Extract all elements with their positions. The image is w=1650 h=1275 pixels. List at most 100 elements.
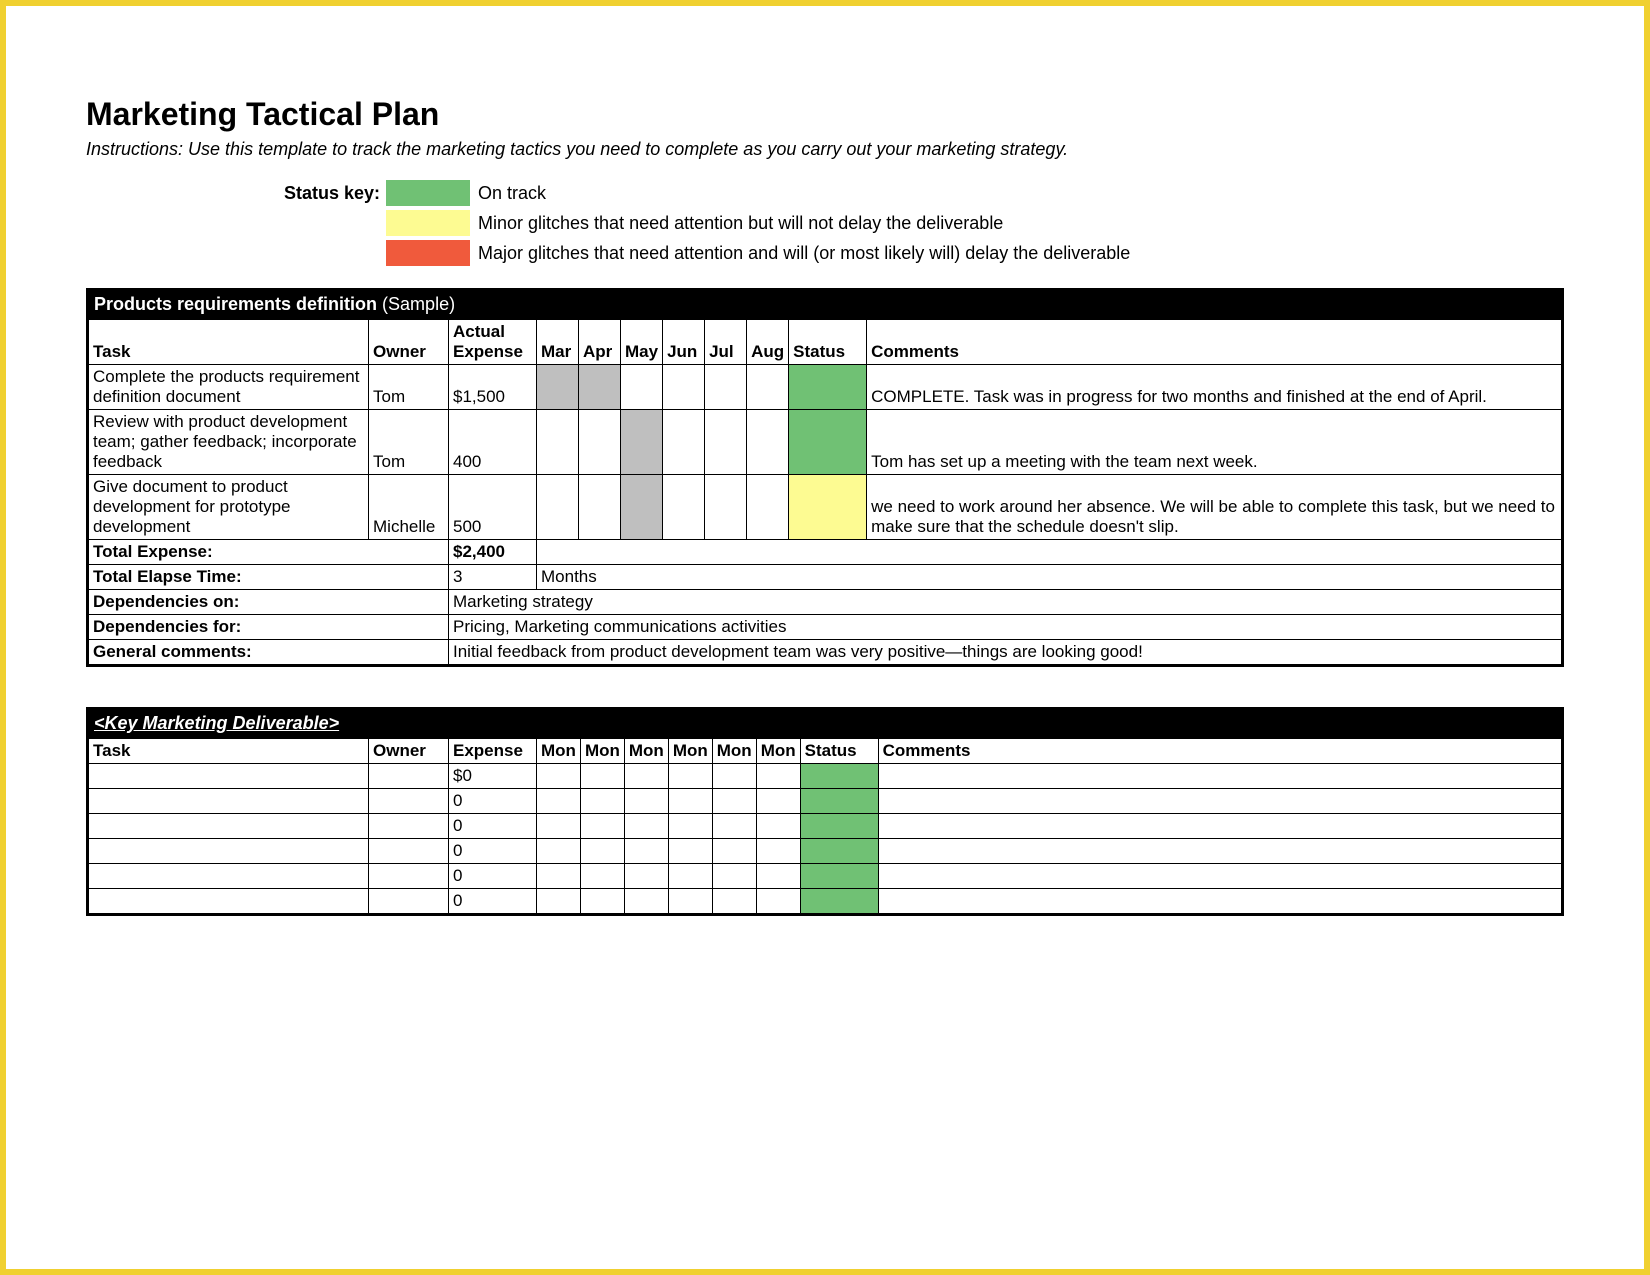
cell-owner: [369, 789, 449, 814]
cell-month: [668, 814, 712, 839]
table-row: Review with product development team; ga…: [89, 410, 1562, 475]
cell-task: [89, 789, 369, 814]
cell-month: [537, 789, 581, 814]
cell-expense: 400: [449, 410, 537, 475]
col-month: Mon: [580, 739, 624, 764]
col-month: Mon: [668, 739, 712, 764]
cell-month: [579, 365, 621, 410]
cell-task: [89, 864, 369, 889]
status-desc: Major glitches that need attention and w…: [470, 243, 1130, 264]
cell-month: [747, 410, 789, 475]
cell-task: [89, 889, 369, 914]
section-header-title: Products requirements definition: [94, 294, 377, 314]
document-frame: Marketing Tactical Plan Instructions: Us…: [0, 0, 1650, 1275]
cell-month: [621, 410, 663, 475]
cell-month: [712, 889, 756, 914]
col-month: Mon: [712, 739, 756, 764]
general-comments-value: Initial feedback from product developmen…: [449, 640, 1562, 665]
status-swatch-green: [386, 180, 470, 206]
general-comments-label: General comments:: [89, 640, 449, 665]
cell-task: [89, 764, 369, 789]
table-row: Complete the products requirement defini…: [89, 365, 1562, 410]
cell-month: [537, 839, 581, 864]
cell-month: [747, 365, 789, 410]
cell-status: [789, 365, 867, 410]
cell-owner: [369, 864, 449, 889]
cell-month: [712, 764, 756, 789]
cell-status: [800, 839, 878, 864]
cell-month: [624, 839, 668, 864]
cell-month: [668, 889, 712, 914]
cell-owner: [369, 839, 449, 864]
table-header-row: Task Owner Expense Mon Mon Mon Mon Mon M…: [89, 739, 1562, 764]
status-desc: Minor glitches that need attention but w…: [470, 213, 1003, 234]
cell-owner: [369, 889, 449, 914]
section-products-requirements: Products requirements definition (Sample…: [86, 288, 1564, 667]
total-expense-row: Total Expense: $2,400: [89, 540, 1562, 565]
cell-status: [789, 410, 867, 475]
cell-owner: [369, 814, 449, 839]
cell-comments: COMPLETE. Task was in progress for two m…: [867, 365, 1562, 410]
cell-month: [580, 864, 624, 889]
col-status: Status: [800, 739, 878, 764]
cell-month: [712, 864, 756, 889]
cell-month: [580, 839, 624, 864]
status-desc: On track: [470, 183, 546, 204]
cell-comments: [878, 839, 1561, 864]
cell-month: [624, 764, 668, 789]
col-comments: Comments: [867, 320, 1562, 365]
table-header-row: Task Owner Actual Expense Mar Apr May Ju…: [89, 320, 1562, 365]
col-owner: Owner: [369, 320, 449, 365]
cell-month: [663, 365, 705, 410]
col-comments: Comments: [878, 739, 1561, 764]
cell-month: [712, 839, 756, 864]
section-key-deliverable: <Key Marketing Deliverable> Task Owner E…: [86, 707, 1564, 916]
col-month: Mon: [756, 739, 800, 764]
cell-month: [624, 864, 668, 889]
status-key-row: Status key: On track: [86, 178, 1564, 208]
cell-task: [89, 839, 369, 864]
cell-month: [668, 789, 712, 814]
cell-expense: 0: [449, 814, 537, 839]
cell-month: [747, 475, 789, 540]
cell-expense: 0: [449, 889, 537, 914]
status-key-row: Major glitches that need attention and w…: [86, 238, 1564, 268]
table-row: 0: [89, 864, 1562, 889]
total-elapse-row: Total Elapse Time: 3 Months: [89, 565, 1562, 590]
col-month: Mon: [624, 739, 668, 764]
cell-comments: [878, 764, 1561, 789]
status-key-label: Status key:: [86, 183, 386, 204]
status-key: Status key: On track Minor glitches that…: [86, 178, 1564, 268]
dependencies-on-row: Dependencies on: Marketing strategy: [89, 590, 1562, 615]
section-header: Products requirements definition (Sample…: [88, 290, 1562, 319]
col-month: Apr: [579, 320, 621, 365]
tactical-plan-table: Task Owner Actual Expense Mar Apr May Ju…: [88, 319, 1562, 665]
section-header-suffix: (Sample): [377, 294, 455, 314]
cell-expense: 0: [449, 839, 537, 864]
cell-status: [800, 864, 878, 889]
cell-month: [756, 889, 800, 914]
total-elapse-value: 3: [449, 565, 537, 590]
dependencies-on-value: Marketing strategy: [449, 590, 1562, 615]
col-month: Mon: [537, 739, 581, 764]
total-elapse-label: Total Elapse Time:: [89, 565, 449, 590]
cell-month: [712, 789, 756, 814]
cell-month: [580, 814, 624, 839]
col-month: May: [621, 320, 663, 365]
status-key-row: Minor glitches that need attention but w…: [86, 208, 1564, 238]
cell-month: [580, 764, 624, 789]
col-expense: Expense: [449, 739, 537, 764]
cell-month: [621, 475, 663, 540]
cell-task: Complete the products requirement defini…: [89, 365, 369, 410]
table-row: $0: [89, 764, 1562, 789]
cell-month: [579, 410, 621, 475]
deliverable-table: Task Owner Expense Mon Mon Mon Mon Mon M…: [88, 738, 1562, 914]
cell-comments: [878, 864, 1561, 889]
cell-month: [705, 410, 747, 475]
cell-month: [756, 864, 800, 889]
cell-month: [624, 789, 668, 814]
col-expense: Actual Expense: [449, 320, 537, 365]
page-title: Marketing Tactical Plan: [86, 96, 1564, 133]
cell-status: [800, 889, 878, 914]
cell-comments: we need to work around her absence. We w…: [867, 475, 1562, 540]
